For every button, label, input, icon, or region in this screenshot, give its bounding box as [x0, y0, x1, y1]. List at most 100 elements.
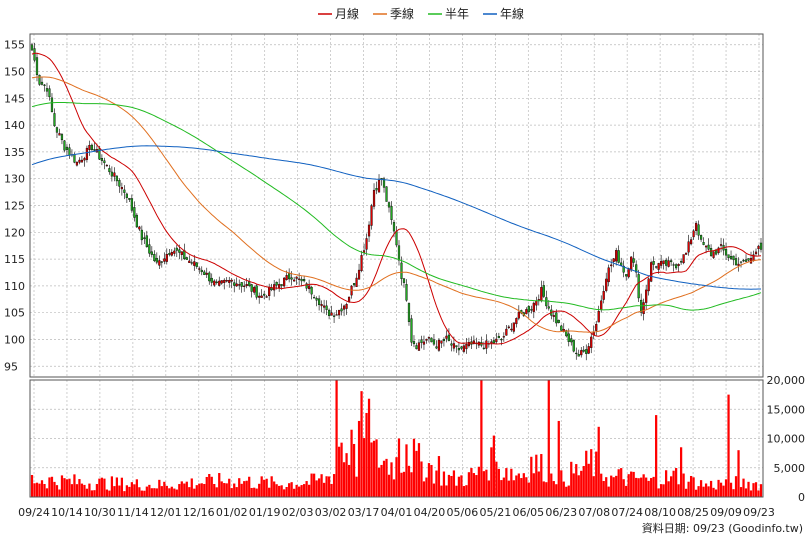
- volume-bar: [357, 420, 361, 497]
- candle-body: [180, 251, 183, 255]
- candle-body: [185, 257, 188, 260]
- candle-body: [682, 254, 685, 264]
- candle-body: [692, 230, 695, 238]
- candle-body: [465, 343, 468, 350]
- candle-body: [210, 277, 213, 283]
- candle-body: [218, 280, 221, 286]
- candle-body: [208, 272, 211, 282]
- volume-bar: [527, 482, 530, 497]
- volume-bar: [133, 484, 136, 497]
- candle-body: [163, 258, 166, 262]
- volume-bar: [497, 468, 500, 497]
- volume-bar: [502, 477, 505, 497]
- candle-body: [318, 298, 321, 305]
- volume-tick-label: 15,000: [767, 403, 806, 416]
- candle-body: [675, 264, 678, 269]
- volume-bar: [440, 485, 443, 497]
- legend-label: 半年: [445, 7, 469, 21]
- candle-body: [235, 283, 238, 287]
- candle-body: [672, 264, 675, 266]
- candle-body: [365, 238, 368, 250]
- volume-bar: [652, 476, 655, 497]
- candle-body: [158, 260, 161, 266]
- candle-body: [622, 265, 625, 273]
- volume-bar: [460, 475, 463, 497]
- candle-body: [442, 338, 446, 342]
- volume-bar: [335, 380, 338, 497]
- candle-body: [425, 338, 428, 341]
- moving-average-lines: [31, 52, 762, 345]
- candle-body: [80, 159, 84, 163]
- date-tick-label: 04/20: [414, 506, 446, 519]
- volume-bar: [610, 475, 613, 497]
- volume-bar: [125, 485, 128, 497]
- volume-bar: [512, 480, 515, 497]
- candle-body: [620, 262, 623, 266]
- volume-bar: [640, 477, 643, 497]
- volume-bar: [677, 484, 680, 497]
- volume-bar: [387, 474, 391, 497]
- candle-body: [342, 305, 346, 310]
- candle-body: [340, 308, 343, 312]
- volume-bar: [365, 412, 368, 497]
- date-tick-label: 03/17: [348, 506, 380, 519]
- candle-body: [323, 305, 326, 308]
- volume-bar: [754, 482, 758, 497]
- candle-body: [143, 237, 146, 240]
- candle-body: [308, 285, 311, 290]
- candle-body: [78, 159, 81, 163]
- volume-bar: [540, 454, 543, 497]
- candle-body: [98, 148, 101, 160]
- candle-body: [360, 255, 363, 272]
- candle-body: [63, 140, 66, 151]
- volume-bar: [382, 460, 386, 497]
- candle-body: [647, 278, 650, 292]
- date-tick-label: 09/09: [710, 506, 742, 519]
- volume-bars: [30, 380, 763, 497]
- candle-body: [285, 275, 288, 280]
- data-date-credit: 資料日期: 09/23 (Goodinfo.tw): [642, 521, 803, 535]
- candle-body: [415, 345, 418, 350]
- volume-bar: [235, 487, 238, 497]
- candle-body: [452, 343, 456, 349]
- volume-bar: [615, 475, 618, 497]
- candle-body: [53, 113, 56, 127]
- volume-bar: [362, 438, 366, 497]
- candle-body: [502, 336, 505, 338]
- candle-body: [33, 48, 36, 61]
- volume-bar: [325, 476, 328, 497]
- volume-bar: [405, 444, 408, 497]
- volume-bar: [622, 479, 625, 497]
- candle-body: [148, 244, 151, 254]
- candle-body: [110, 171, 113, 177]
- volume-bar: [290, 482, 293, 497]
- candle-body: [243, 285, 246, 288]
- volume-bar: [704, 483, 708, 497]
- axis-tick-labels: 95 100 105 110 115 120 125 130 135 140 145 150 155 20…: [4, 39, 805, 519]
- candle-body: [355, 277, 358, 287]
- candle-body: [327, 309, 331, 316]
- candle-body: [655, 266, 658, 268]
- volume-bar: [90, 490, 94, 497]
- volume-bar: [719, 482, 723, 497]
- volume-bar: [115, 477, 119, 497]
- candle-body: [640, 299, 643, 313]
- candle-body: [412, 341, 416, 345]
- volume-bar: [660, 484, 663, 497]
- volume-bar: [547, 380, 550, 497]
- candle-body: [135, 214, 138, 228]
- candle-body: [680, 261, 683, 263]
- candle-body: [145, 235, 148, 248]
- date-tick-label: 04/01: [381, 506, 413, 519]
- volume-bar: [275, 484, 278, 497]
- candle-body: [737, 263, 740, 266]
- candle-body: [377, 179, 381, 193]
- volume-bar: [63, 478, 66, 497]
- candle-body: [565, 330, 568, 337]
- volume-tick-label: 5,000: [774, 462, 806, 475]
- volume-bar: [183, 483, 186, 497]
- candle-body: [704, 245, 708, 248]
- candle-body: [120, 187, 123, 190]
- volume-bar: [727, 394, 730, 497]
- volume-bar: [752, 483, 755, 497]
